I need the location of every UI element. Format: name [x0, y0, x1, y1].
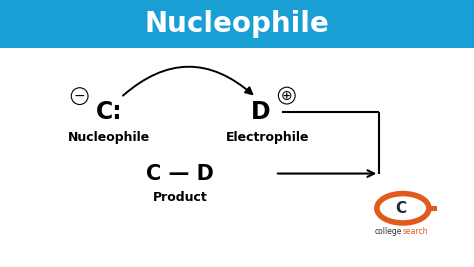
Text: C — D: C — D: [146, 164, 214, 183]
Text: Nucleophile: Nucleophile: [145, 10, 329, 38]
Text: college: college: [375, 227, 402, 236]
Bar: [0, 0, 474, 48]
Text: D: D: [251, 100, 271, 124]
Text: C: C: [395, 201, 406, 216]
Text: search: search: [402, 227, 428, 236]
Text: −: −: [74, 89, 85, 103]
Text: Electrophile: Electrophile: [226, 131, 310, 144]
FancyArrowPatch shape: [123, 67, 252, 96]
Text: C:: C:: [96, 100, 122, 124]
Bar: [427, 206, 437, 211]
Text: ⊕: ⊕: [281, 89, 292, 103]
Text: Nucleophile: Nucleophile: [68, 131, 150, 144]
Text: Product: Product: [153, 191, 208, 204]
Circle shape: [385, 198, 420, 218]
